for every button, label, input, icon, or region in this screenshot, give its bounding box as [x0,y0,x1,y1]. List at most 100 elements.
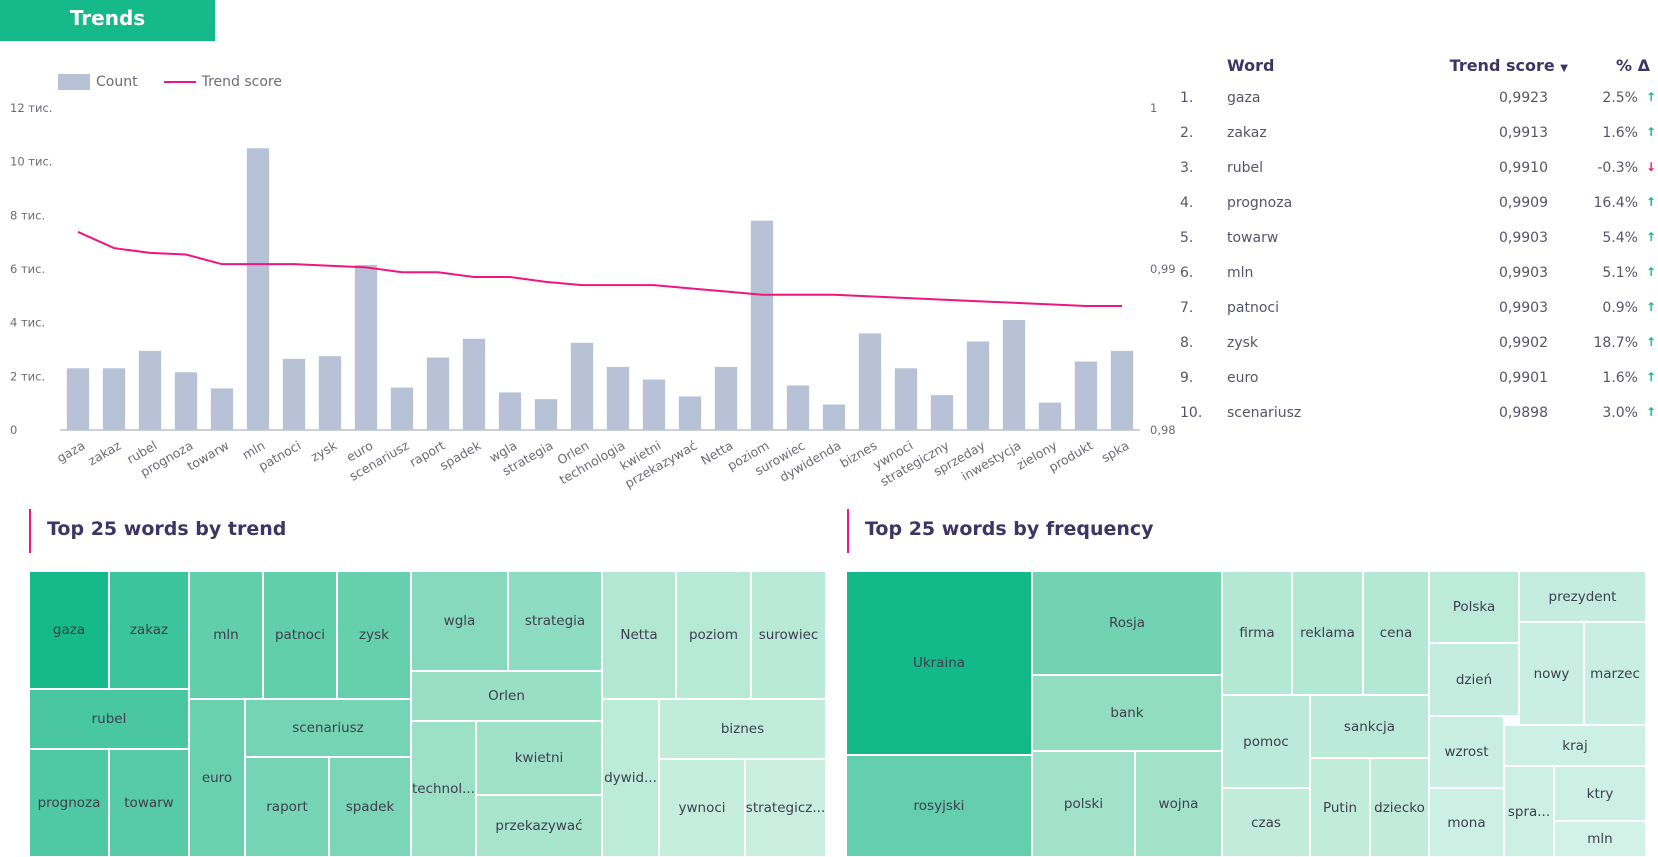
treemap-tile[interactable]: kraj [1504,725,1646,766]
treemap-tile[interactable]: poziom [676,571,751,699]
bar-towarw [210,388,234,430]
row-trend-score: 0,9902 [1499,335,1548,351]
left-axis-tick-label: 0 [10,423,17,437]
treemap-tile[interactable]: Netta [602,571,676,699]
row-index: 7. [1180,300,1194,316]
table-row[interactable]: 4. prognoza 0,9909 16.4% ↑ [1180,191,1658,226]
table-row[interactable]: 2. zakaz 0,9913 1.6% ↑ [1180,121,1658,156]
table-row[interactable]: 7. patnoci 0,9903 0.9% ↑ [1180,296,1658,331]
table-row[interactable]: 9. euro 0,9901 1.6% ↑ [1180,366,1658,401]
left-axis-tick-label: 2 тис. [10,369,45,383]
treemap-tile[interactable]: technol... [411,721,476,857]
bar-biznes [858,333,882,430]
row-pct-change: 5.4% [1602,230,1638,246]
row-trend-score: 0,9898 [1499,405,1548,421]
left-axis-tick-label: 4 тис. [10,316,45,330]
treemap-tile[interactable]: kwietni [476,721,602,795]
treemap-tile-label: sankcja [1343,718,1396,735]
treemap-tile[interactable]: czas [1222,788,1310,857]
bar-ywnoci [894,368,918,430]
treemap-tile[interactable]: mln [1554,821,1646,857]
treemap-tile[interactable]: wzrost [1429,716,1504,788]
treemap-tile[interactable]: strategia [508,571,602,671]
treemap-tile[interactable]: Ukraina [846,571,1032,755]
treemap-tile[interactable]: rosyjski [846,755,1032,857]
treemap-tile-label: rosyjski [913,798,965,814]
row-word: towarw [1227,230,1279,246]
treemap-tile[interactable]: spadek [329,757,411,857]
bar-euro [354,264,378,430]
treemap-tile[interactable]: nowy [1519,622,1584,725]
treemap-tile[interactable]: przekazywać [476,795,602,857]
treemap-tile[interactable]: towarw [109,749,189,857]
treemap-tile[interactable]: euro [189,699,245,857]
treemap-tile[interactable]: dywid... [602,699,659,857]
treemap-tile-label: prezydent [1548,588,1617,605]
treemap-tile[interactable]: gaza [29,571,109,689]
header-word[interactable]: Word [1227,56,1275,75]
treemap-tile[interactable]: bank [1032,675,1222,751]
treemap-tile[interactable]: mln [189,571,263,699]
table-row[interactable]: 5. towarw 0,9903 5.4% ↑ [1180,226,1658,261]
treemap-tile-label: biznes [720,721,765,737]
table-row[interactable]: 8. zysk 0,9902 18.7% ↑ [1180,331,1658,366]
header-pct-change[interactable]: % Δ [1616,56,1650,75]
treemap-tile[interactable]: raport [245,757,329,857]
treemap-tile[interactable]: scenariusz [245,699,411,757]
arrow-up-icon: ↑ [1645,300,1656,314]
treemap-tile[interactable]: wojna [1135,751,1222,857]
treemap-tile-label: gaza [52,622,86,638]
treemap-tile[interactable]: marzec [1584,622,1646,725]
bar-zysk [318,356,342,430]
row-word: patnoci [1227,300,1279,316]
legend-trend-label[interactable]: Trend score [201,74,282,90]
row-trend-score: 0,9903 [1499,300,1548,316]
treemap-tile[interactable]: ywnoci [659,759,745,857]
treemap-tile[interactable]: Orlen [411,671,602,721]
treemap-tile[interactable]: wgla [411,571,508,671]
table-row[interactable]: 6. mln 0,9903 5.1% ↑ [1180,261,1658,296]
table-row[interactable]: 1. gaza 0,9923 2.5% ↑ [1180,86,1658,121]
treemap-tile[interactable]: prezydent [1519,571,1646,622]
treemap-tile[interactable]: firma [1222,571,1292,695]
table-row[interactable]: 10. scenariusz 0,9898 3.0% ↑ [1180,401,1658,436]
treemap-tile[interactable]: cena [1363,571,1429,695]
treemap-tile[interactable]: dzień [1429,643,1519,716]
treemap-tile[interactable]: patnoci [263,571,337,699]
treemap-tile-label: technol... [411,781,476,797]
category-label: zysk [308,437,340,464]
category-label: spadek [437,437,484,473]
treemap-tile[interactable]: zysk [337,571,411,699]
treemap-tile[interactable]: biznes [659,699,826,759]
treemap-tile[interactable]: dziecko [1370,758,1429,857]
chart-legend: Count Trend score [58,74,282,90]
treemap-tile[interactable]: surowiec [751,571,826,699]
treemap-tile[interactable]: spra... [1504,766,1554,857]
treemap-tile[interactable]: ktry [1554,766,1646,821]
treemap-tile[interactable]: strategicz... [745,759,826,857]
treemap-tile[interactable]: zakaz [109,571,189,689]
treemap-tile[interactable]: prognoza [29,749,109,857]
arrow-up-icon: ↑ [1645,125,1656,139]
legend-count-label[interactable]: Count [96,74,138,90]
treemap-tile[interactable]: Putin [1310,758,1370,857]
count-trend-chart: 0 2 тис. 4 тис. 6 тис. 8 тис. 10 тис. 12 тис. 0… [10,101,1175,491]
treemap-tile[interactable]: polski [1032,751,1135,857]
header-trend-score[interactable]: Trend score ▼ [1450,56,1568,75]
table-row[interactable]: 3. rubel 0,9910 -0.3% ↓ [1180,156,1658,191]
treemap-tile[interactable]: Rosja [1032,571,1222,675]
row-word: gaza [1227,90,1261,106]
treemap-tile[interactable]: Polska [1429,571,1519,643]
treemap-tile[interactable]: pomoc [1222,695,1310,788]
treemap-tile[interactable]: reklama [1292,571,1363,695]
right-axis-tick-label: 0,98 [1150,423,1175,437]
treemap-tile[interactable]: sankcja [1310,695,1429,758]
treemap-tile[interactable]: rubel [29,689,189,749]
treemap-tile-label: Putin [1322,799,1358,816]
page-title: Trends [0,0,215,41]
treemap-tile-label: reklama [1300,625,1355,641]
section-title-frequency: Top 25 words by frequency [847,509,1154,553]
treemap-tile[interactable]: mona [1429,788,1504,857]
treemap-tile-label: czas [1251,814,1281,831]
arrow-up-icon: ↑ [1645,265,1656,279]
